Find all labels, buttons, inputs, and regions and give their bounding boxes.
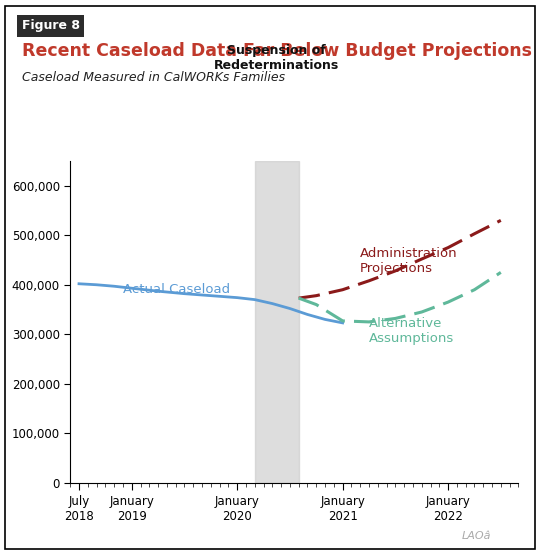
Text: Actual Caseload: Actual Caseload [123, 283, 230, 296]
Text: Caseload Measured in CalWORKs Families: Caseload Measured in CalWORKs Families [22, 71, 285, 84]
Text: Alternative
Assumptions: Alternative Assumptions [369, 317, 454, 345]
Text: Administration
Projections: Administration Projections [360, 247, 458, 275]
Bar [255, 161, 299, 483]
Text: Recent Caseload Data Far Below Budget Projections: Recent Caseload Data Far Below Budget Pr… [22, 42, 531, 59]
Text: Figure 8: Figure 8 [22, 19, 79, 32]
Text: Suspension of
Redeterminations: Suspension of Redeterminations [214, 44, 339, 72]
Text: LAOâ: LAOâ [462, 531, 491, 541]
